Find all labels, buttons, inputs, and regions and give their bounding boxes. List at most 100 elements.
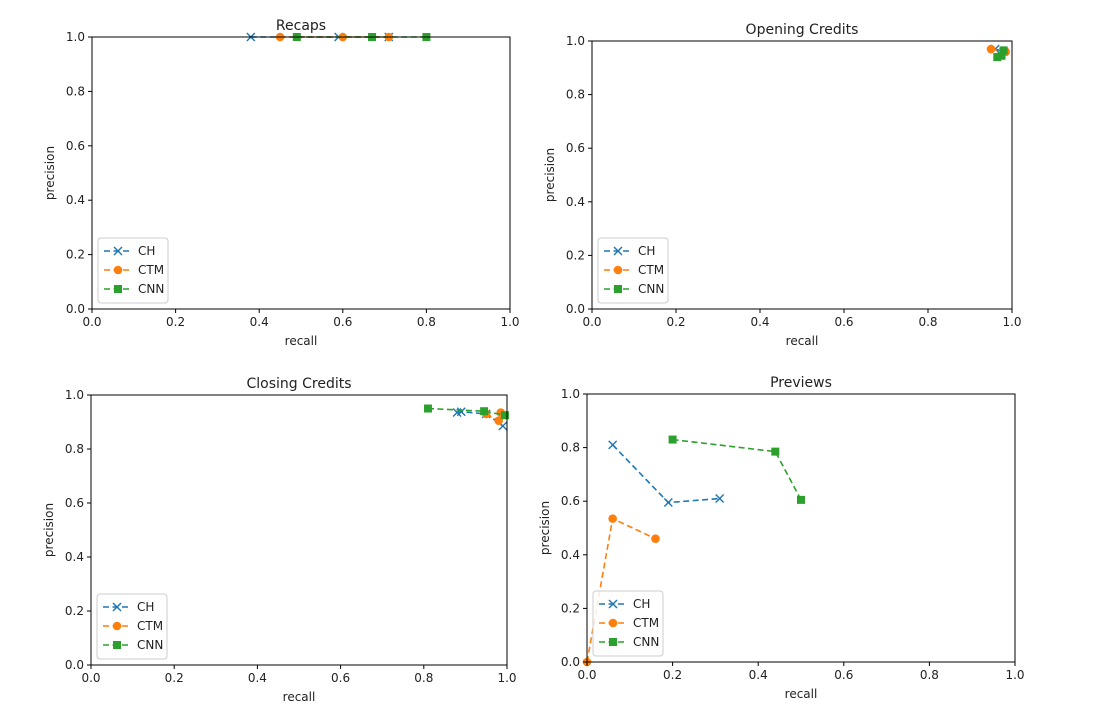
x-axis-label: recall [786,334,819,348]
y-tick-label: 1.0 [65,388,84,402]
y-tick-label: 0.4 [66,193,85,207]
legend-label-ctm: CTM [638,263,664,277]
data-point-cnn [997,51,1006,60]
x-tick-label: 0.2 [166,315,185,329]
data-point-ch-stroke-b [456,407,466,417]
legend: CH CTM CNN [96,593,168,660]
legend-label-ch: CH [633,597,650,611]
y-tick-label: 0.0 [65,658,84,672]
x-tick-label: 0.2 [663,668,682,682]
y-axis-label: precision [543,148,557,202]
x-axis-label: recall [285,334,318,348]
legend-label-ch: CH [138,244,155,258]
subplot-title: Opening Credits [746,22,859,38]
y-axis-label: precision [42,503,56,557]
series-line-cnn [672,438,802,501]
data-point-ch-stroke-b [663,498,673,508]
legend-marker-ch-stroke-b [113,246,123,256]
data-point-cnn [480,407,489,416]
subplot-2: Opening Credits 0.0 0.2 0.4 0.6 0.8 1.0 0.0 0.2 0… [543,22,1022,348]
axes-frame [586,393,1016,663]
data-point-ctm [986,44,996,54]
data-point-cnn [999,46,1008,55]
x-tick-label: 0.0 [81,671,100,685]
x-tick-label: 0.6 [834,315,853,329]
x-tick-label: 0.0 [82,315,101,329]
data-point-ch [456,407,466,417]
legend-marker-cnn [114,285,122,293]
legend-label-ctm: CTM [138,263,164,277]
legend-marker-ch-stroke-b [112,602,122,612]
x-tick-label: 0.6 [834,668,853,682]
x-tick-label: 0.4 [750,315,769,329]
x-tick-label: 0.4 [749,668,768,682]
subplot-4: Previews 0.0 0.2 0.4 0.6 0.8 1.0 0.0 0.2 0.4 0.6 0.… [538,375,1025,701]
y-tick-label: 0.6 [66,139,85,153]
data-point-cnn [500,411,509,420]
series-line-ch [612,444,720,504]
data-point-cnn [771,447,780,456]
legend-marker-ch [613,246,623,256]
series-line-cnn [427,407,506,417]
legend-marker-cnn [614,285,622,293]
data-point-ch-stroke-b [715,494,725,504]
axes-frame [90,394,508,666]
y-axis-label: precision [538,501,552,555]
y-tick-label: 1.0 [66,30,85,44]
x-tick-label: 0.0 [577,668,596,682]
y-tick-label: 0.6 [65,496,84,510]
y-tick-label: 1.0 [561,387,580,401]
x-tick-label: 1.0 [500,315,519,329]
x-tick-label: 0.8 [918,315,937,329]
legend-marker-ch-stroke-b [608,599,618,609]
y-tick-label: 1.0 [566,34,585,48]
data-point-ch-stroke-b [498,421,508,431]
data-point-ctm [651,534,660,544]
data-point-ch [608,440,618,450]
y-tick-label: 0.0 [566,302,585,316]
legend-label-cnn: CNN [638,282,664,296]
y-tick-label: 0.2 [65,604,84,618]
data-point-cnn [993,53,1002,62]
legend-label-cnn: CNN [138,282,164,296]
y-tick-label: 0.2 [561,601,580,615]
y-tick-label: 0.0 [561,655,580,669]
legend-marker-ch [608,599,618,609]
x-tick-label: 0.6 [333,315,352,329]
x-tick-label: 1.0 [1002,315,1021,329]
axes-frame [591,40,1013,310]
subplot-title: Closing Credits [246,376,351,392]
data-point-ch [715,494,725,504]
x-tick-label: 0.2 [666,315,685,329]
legend: CH CTM CNN [97,237,169,304]
x-tick-label: 0.6 [331,671,350,685]
x-tick-label: 0.8 [414,671,433,685]
y-tick-label: 0.6 [566,141,585,155]
legend-label-cnn: CNN [137,638,163,652]
y-tick-label: 0.4 [65,550,84,564]
legend-marker-cnn [113,641,121,649]
legend: CH CTM CNN [592,590,664,657]
x-tick-label: 0.0 [582,315,601,329]
series-group [423,404,509,431]
y-axis-label: precision [43,146,57,200]
data-point-ctm [494,416,503,425]
y-tick-label: 0.8 [65,442,84,456]
legend-marker-ctm [613,265,623,275]
subplot-title: Previews [770,375,832,391]
legend-marker-ctm [608,618,618,628]
x-tick-label: 0.4 [248,671,267,685]
legend-label-ch: CH [137,600,154,614]
y-tick-label: 0.8 [566,88,585,102]
axes-frame [91,36,511,310]
legend-marker-ctm [113,265,123,275]
y-tick-label: 0.0 [66,302,85,316]
subplot-title: Recaps [276,18,326,34]
y-tick-label: 0.6 [561,494,580,508]
x-tick-label: 0.8 [920,668,939,682]
x-tick-label: 0.2 [165,671,184,685]
x-axis-label: recall [283,690,316,704]
data-point-ctm [608,514,617,523]
